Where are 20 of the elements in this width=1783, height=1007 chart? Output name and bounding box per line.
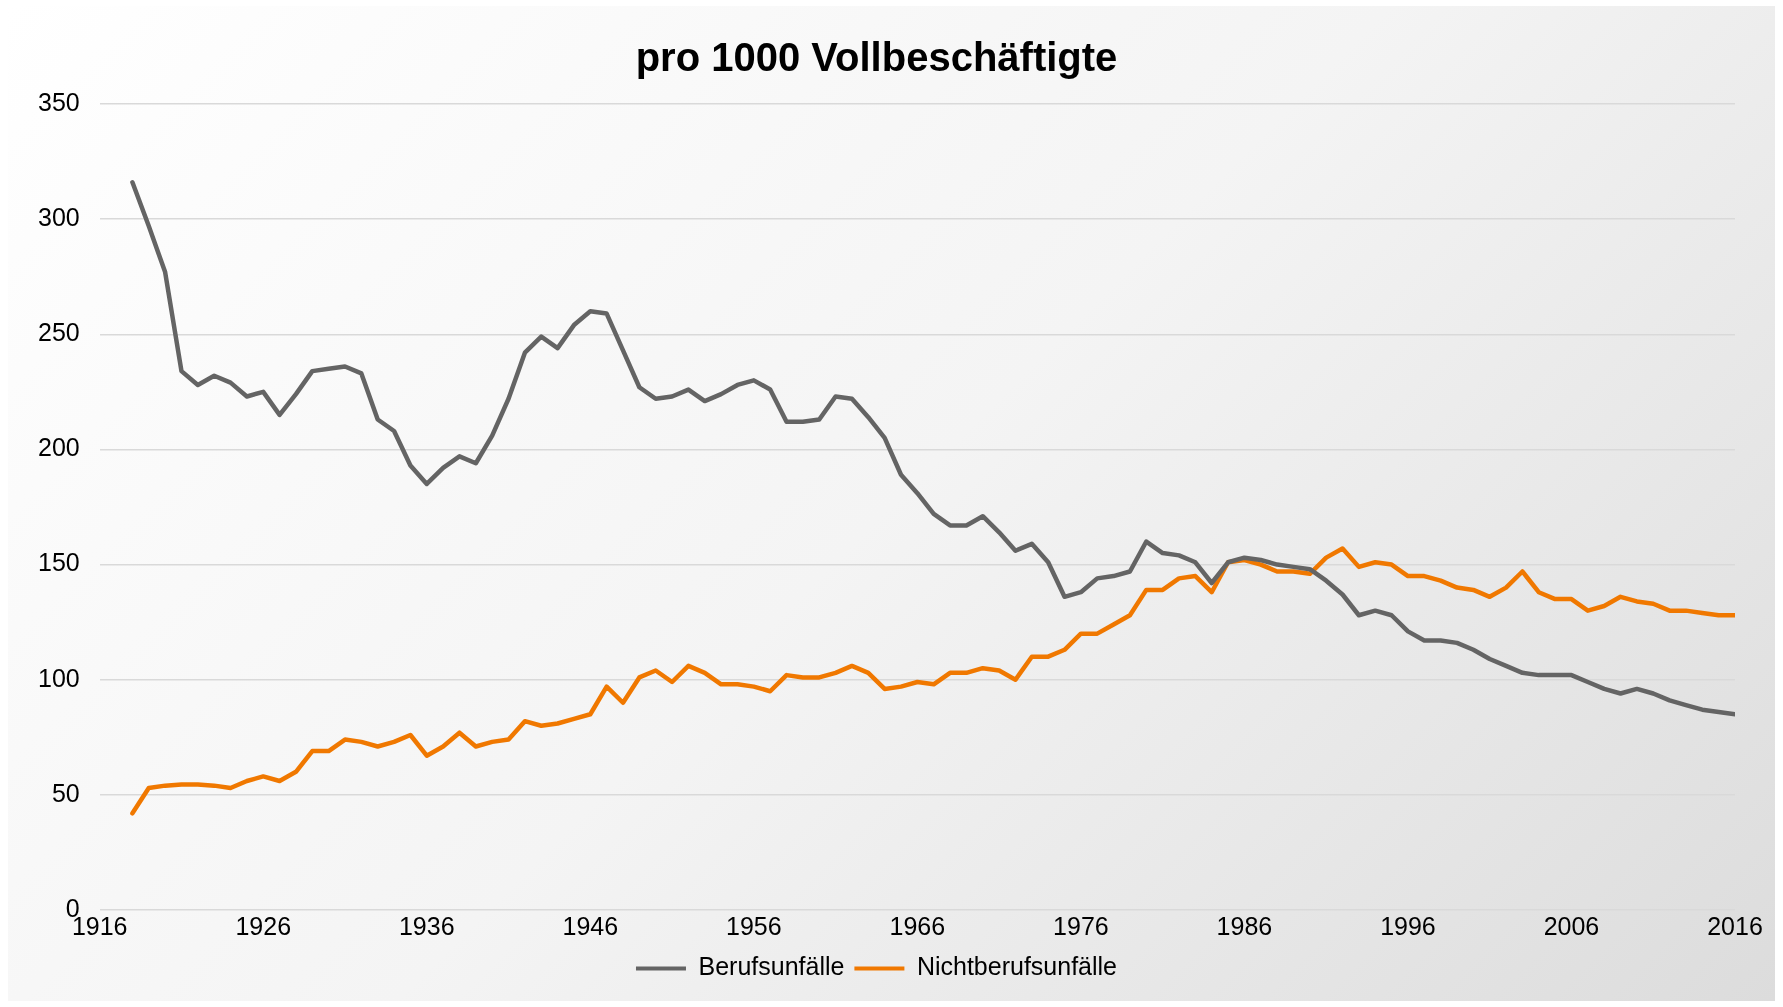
x-tick-label: 1946 <box>562 911 619 940</box>
y-tick-label: 50 <box>51 778 80 807</box>
y-tick-label: 100 <box>37 663 80 692</box>
x-tick-label: 2016 <box>1707 911 1763 940</box>
x-tick-label: 1956 <box>726 911 782 940</box>
legend-label: Nichtberufsunfälle <box>916 952 1118 981</box>
x-tick-label: 2006 <box>1543 911 1600 940</box>
x-tick-label: 1996 <box>1380 911 1436 940</box>
x-tick-label: 1986 <box>1216 911 1273 940</box>
y-tick-label: 150 <box>37 548 80 577</box>
chart-title: pro 1000 Vollbeschäftigte <box>635 35 1118 80</box>
x-tick-label: 1966 <box>889 911 946 940</box>
x-tick-label: 1926 <box>235 911 292 940</box>
y-tick-label: 200 <box>37 433 80 462</box>
x-tick-label: 1936 <box>398 911 455 940</box>
x-tick-label: 1976 <box>1053 911 1109 940</box>
y-tick-label: 350 <box>37 87 80 116</box>
y-tick-label: 250 <box>37 318 80 347</box>
legend-label: Berufsunfälle <box>698 952 845 981</box>
y-tick-label: 300 <box>37 203 80 232</box>
